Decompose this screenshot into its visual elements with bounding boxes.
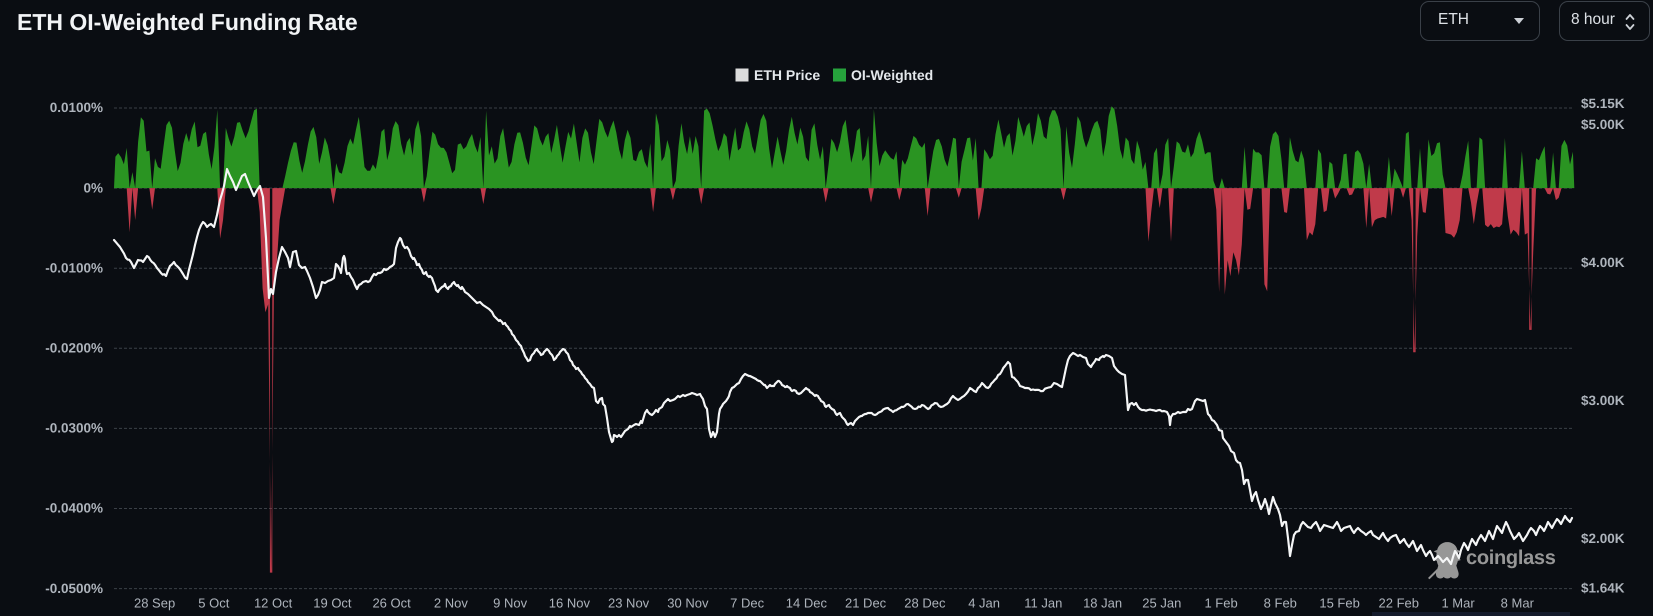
svg-text:7 Dec: 7 Dec bbox=[730, 596, 764, 611]
svg-text:-0.0200%: -0.0200% bbox=[45, 341, 103, 356]
svg-text:0%: 0% bbox=[83, 180, 103, 195]
svg-text:$2.00K: $2.00K bbox=[1581, 531, 1625, 546]
svg-text:-0.0400%: -0.0400% bbox=[45, 501, 103, 516]
svg-text:4 Jan: 4 Jan bbox=[968, 596, 1000, 611]
svg-text:16 Nov: 16 Nov bbox=[549, 596, 591, 611]
svg-text:28 Dec: 28 Dec bbox=[904, 596, 946, 611]
svg-text:$4.00K: $4.00K bbox=[1581, 255, 1625, 270]
svg-text:26 Oct: 26 Oct bbox=[372, 596, 411, 611]
svg-text:8 Mar: 8 Mar bbox=[1501, 596, 1535, 611]
svg-text:coinglass: coinglass bbox=[1466, 547, 1556, 569]
svg-text:23 Nov: 23 Nov bbox=[608, 596, 650, 611]
svg-text:$5.00K: $5.00K bbox=[1581, 117, 1625, 132]
svg-text:9 Nov: 9 Nov bbox=[493, 596, 527, 611]
svg-text:1 Mar: 1 Mar bbox=[1441, 596, 1475, 611]
svg-text:12 Oct: 12 Oct bbox=[254, 596, 293, 611]
svg-text:-0.0500%: -0.0500% bbox=[45, 581, 103, 596]
svg-text:OI-Weighted: OI-Weighted bbox=[851, 67, 933, 83]
svg-text:22 Feb: 22 Feb bbox=[1379, 596, 1419, 611]
svg-text:25 Jan: 25 Jan bbox=[1142, 596, 1181, 611]
svg-text:21 Dec: 21 Dec bbox=[845, 596, 887, 611]
svg-text:28 Sep: 28 Sep bbox=[134, 596, 175, 611]
svg-text:$5.15K: $5.15K bbox=[1581, 96, 1625, 111]
svg-text:1 Feb: 1 Feb bbox=[1204, 596, 1237, 611]
svg-text:ETH Price: ETH Price bbox=[754, 67, 820, 83]
svg-text:30 Nov: 30 Nov bbox=[667, 596, 709, 611]
svg-text:ETH OI-Weighted Funding Rate: ETH OI-Weighted Funding Rate bbox=[17, 9, 358, 35]
svg-text:$1.64K: $1.64K bbox=[1581, 581, 1625, 596]
svg-text:5 Oct: 5 Oct bbox=[198, 596, 229, 611]
svg-text:18 Jan: 18 Jan bbox=[1083, 596, 1122, 611]
svg-text:19 Oct: 19 Oct bbox=[313, 596, 352, 611]
svg-text:-0.0300%: -0.0300% bbox=[45, 421, 103, 436]
svg-text:0.0100%: 0.0100% bbox=[50, 100, 103, 115]
svg-text:-0.0100%: -0.0100% bbox=[45, 260, 103, 275]
svg-text:$3.00K: $3.00K bbox=[1581, 393, 1625, 408]
svg-text:2 Nov: 2 Nov bbox=[434, 596, 468, 611]
svg-text:11 Jan: 11 Jan bbox=[1024, 596, 1062, 611]
svg-text:15 Feb: 15 Feb bbox=[1319, 596, 1359, 611]
svg-text:14 Dec: 14 Dec bbox=[786, 596, 828, 611]
svg-text:8 Feb: 8 Feb bbox=[1264, 596, 1297, 611]
